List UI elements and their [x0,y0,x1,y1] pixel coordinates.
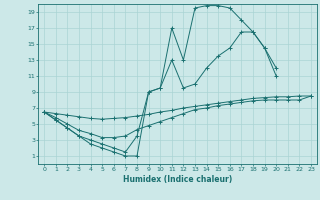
X-axis label: Humidex (Indice chaleur): Humidex (Indice chaleur) [123,175,232,184]
